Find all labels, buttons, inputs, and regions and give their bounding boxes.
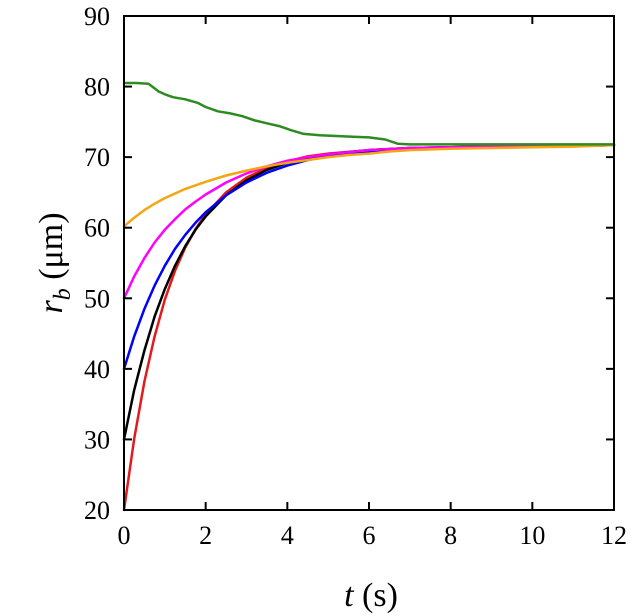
x-tick-label: 10 [519, 521, 545, 550]
y-tick-label: 80 [84, 73, 110, 102]
series-line-3 [122, 143, 616, 371]
y-tick-label: 30 [84, 425, 110, 454]
x-tick-label: 2 [199, 521, 212, 550]
tick-layer: 0 2 4 6 8 10 12 20 30 40 50 60 70 80 90 [84, 2, 627, 550]
x-tick-label: 0 [118, 521, 131, 550]
y-tick-label: 90 [84, 2, 110, 31]
series-line-2 [122, 143, 616, 441]
series-line-4 [122, 143, 616, 300]
series-line-6 [122, 81, 616, 146]
x-axis-var: t [344, 577, 355, 614]
y-axis-subscript: b [50, 288, 76, 300]
x-tick-label: 4 [281, 521, 294, 550]
x-axis-unit: (s) [354, 577, 398, 614]
x-tick-label: 12 [601, 521, 627, 550]
y-axis-unit: (μm) [33, 212, 70, 288]
series-layer [122, 81, 616, 512]
y-tick-label: 20 [84, 496, 110, 525]
x-tick-label: 8 [444, 521, 457, 550]
y-tick-label: 60 [84, 214, 110, 243]
y-tick-label: 40 [84, 355, 110, 384]
y-tick-label: 70 [84, 143, 110, 172]
y-tick-label: 50 [84, 284, 110, 313]
series-line-5 [122, 143, 616, 228]
plot-frame [123, 15, 615, 511]
x-axis-title: t (s) [344, 577, 398, 614]
y-axis-var: r [33, 300, 70, 314]
x-tick-label: 6 [363, 521, 376, 550]
y-axis-title: rb (μm) [33, 212, 76, 313]
